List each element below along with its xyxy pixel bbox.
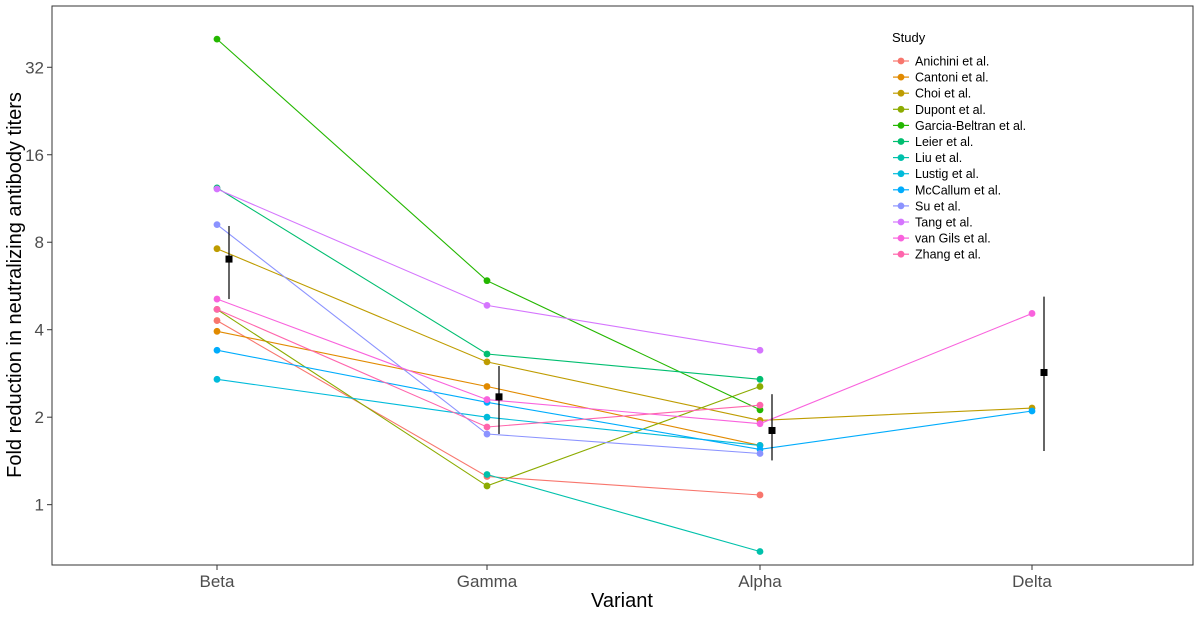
legend-key-point [897, 234, 905, 242]
data-point-garcia-beltran-et-al [756, 406, 764, 414]
x-axis: Beta Gamma Alpha Delta [200, 565, 1052, 591]
x-tick-label: Alpha [738, 572, 782, 591]
summary-mean-gamma [495, 393, 503, 401]
legend-item-cantoni-et-al: Cantoni et al. [893, 71, 989, 85]
data-point-dupont-et-al [483, 482, 491, 490]
plot-panel [51, 5, 1194, 566]
y-tick-label: 4 [35, 321, 44, 340]
summary-mean-alpha [768, 426, 776, 434]
legend-item-dupont-et-al: Dupont et al. [893, 103, 986, 117]
series-line-van-gils-et-al [216, 298, 1033, 425]
legend-item-anichini-et-al: Anichini et al. [893, 55, 989, 69]
data-point-dupont-et-al [756, 383, 764, 390]
legend-label: Garcia-Beltran et al. [915, 119, 1026, 133]
data-point-su-et-al [213, 221, 221, 228]
legend-label: Anichini et al. [915, 55, 989, 69]
legend-key-point [897, 89, 905, 97]
legend-key-point [897, 170, 905, 178]
x-tick-label: Beta [200, 572, 236, 591]
data-point-liu-et-al [483, 471, 491, 478]
data-point-garcia-beltran-et-al [213, 35, 221, 43]
legend-key-point [897, 105, 905, 113]
legend-key-point [897, 250, 905, 258]
y-tick-label: 1 [35, 496, 44, 515]
data-point-zhang-et-al [756, 401, 764, 409]
legend-label: Su et al. [915, 199, 961, 213]
data-point-tang-et-al [483, 301, 491, 309]
data-point-su-et-al [483, 430, 491, 438]
x-tick-label: Gamma [457, 572, 518, 591]
legend-label: Leier et al. [915, 135, 973, 149]
legend-label: Tang et al. [915, 216, 973, 230]
legend-label: Lustig et al. [915, 167, 979, 181]
legend-item-liu-et-al: Liu et al. [893, 151, 962, 165]
data-point-liu-et-al [756, 548, 764, 555]
legend-key-point [897, 186, 905, 194]
data-point-tang-et-al [213, 185, 221, 193]
legend-label: Choi et al. [915, 87, 971, 101]
legend-key-point [897, 202, 905, 210]
legend-label: McCallum et al. [915, 183, 1001, 197]
legend-key-point [897, 218, 905, 226]
legend-label: Dupont et al. [915, 103, 986, 117]
legend-key-point [897, 73, 905, 81]
y-tick-label: 8 [35, 233, 44, 252]
y-tick-label: 16 [25, 146, 44, 165]
data-point-choi-et-al [213, 245, 221, 253]
series-points [213, 35, 1036, 555]
data-point-su-et-al [756, 450, 764, 457]
legend-label: Zhang et al. [915, 248, 981, 262]
data-point-van-gils-et-al [1028, 310, 1036, 317]
legend-key-point [897, 122, 905, 129]
data-point-van-gils-et-al [483, 396, 491, 403]
legend-item-garcia-beltran-et-al: Garcia-Beltran et al. [893, 119, 1026, 133]
data-point-cantoni-et-al [483, 383, 491, 390]
y-axis-title: Fold reduction in neutralizing antibody … [4, 92, 26, 478]
summary-layer [225, 225, 1048, 461]
data-point-van-gils-et-al [756, 420, 764, 428]
data-point-anichini-et-al [213, 317, 221, 324]
legend-item-leier-et-al: Leier et al. [893, 135, 973, 149]
legend-item-mccallum-et-al: McCallum et al. [893, 183, 1001, 197]
legend-item-su-et-al: Su et al. [893, 199, 961, 213]
data-point-choi-et-al [483, 358, 491, 366]
legend-item-zhang-et-al: Zhang et al. [893, 248, 981, 262]
x-axis-title: Variant [591, 590, 653, 612]
data-point-leier-et-al [483, 350, 491, 358]
y-tick-label: 32 [25, 58, 44, 77]
legend-key-point [897, 138, 905, 145]
legend-item-van-gils-et-al: van Gils et al. [893, 232, 991, 246]
legend-label: van Gils et al. [915, 232, 991, 246]
summary-mean-beta [225, 255, 233, 263]
legend-item-tang-et-al: Tang et al. [893, 216, 973, 230]
data-point-zhang-et-al [213, 305, 221, 313]
y-axis: 1 2 4 8 16 32 [25, 58, 52, 515]
legend-item-choi-et-al: Choi et al. [893, 87, 971, 101]
legend-label: Cantoni et al. [915, 71, 989, 85]
data-point-van-gils-et-al [213, 295, 221, 303]
data-point-zhang-et-al [483, 423, 491, 431]
data-point-cantoni-et-al [213, 327, 221, 335]
data-point-mccallum-et-al [1028, 407, 1036, 415]
x-tick-label: Delta [1012, 572, 1052, 591]
series-line-mccallum-et-al [216, 349, 1033, 450]
series-line-liu-et-al [486, 473, 761, 553]
data-point-lustig-et-al [213, 375, 221, 383]
legend-label: Liu et al. [915, 151, 962, 165]
legend-key-point [897, 57, 905, 65]
legend-item-lustig-et-al: Lustig et al. [893, 167, 979, 181]
data-point-leier-et-al [756, 375, 764, 383]
data-point-tang-et-al [756, 346, 764, 354]
series-line-choi-et-al [216, 248, 1033, 421]
legend: Study Anichini et al. Cantoni et al. Choi … [892, 30, 1026, 262]
data-point-garcia-beltran-et-al [483, 277, 491, 285]
data-point-mccallum-et-al [213, 346, 221, 354]
y-tick-label: 2 [35, 408, 44, 427]
legend-key-point [897, 154, 905, 162]
summary-mean-delta [1040, 368, 1048, 376]
data-point-lustig-et-al [483, 413, 491, 421]
data-point-anichini-et-al [756, 491, 764, 499]
legend-title: Study [892, 30, 926, 45]
